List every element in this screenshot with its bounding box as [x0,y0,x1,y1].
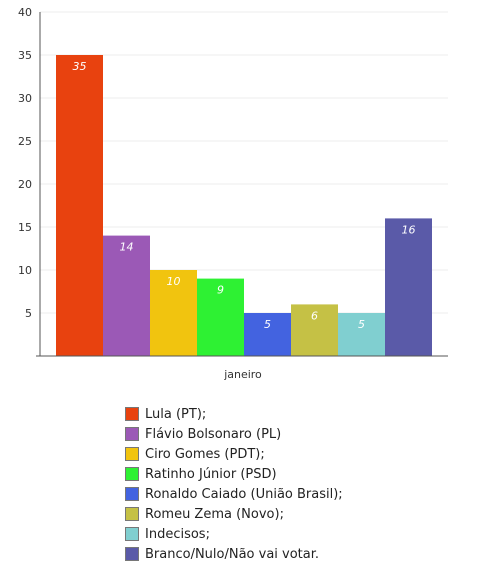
legend-swatch [125,547,139,561]
x-category-label: janeiro [223,368,262,381]
legend-label: Romeu Zema (Novo); [145,506,284,522]
bar [197,278,244,356]
bar-value-label: 14 [120,241,134,254]
bar-value-label: 35 [73,60,87,73]
bars: 35 14 10 9 5 6 5 16 [56,55,432,356]
bar [56,55,103,356]
bar-value-label: 16 [402,223,416,236]
legend-item: Ronaldo Caiado (União Brasil); [125,484,343,504]
y-tick-label: 30 [18,92,32,105]
axes [36,12,448,357]
legend-label: Lula (PT); [145,406,207,422]
legend-label: Branco/Nulo/Não vai votar. [145,546,320,562]
legend-swatch [125,467,139,481]
legend-swatch [125,527,139,541]
legend-item: Romeu Zema (Novo); [125,504,343,524]
y-tick-label: 15 [18,221,32,234]
bar [150,270,197,356]
bar [244,313,291,356]
legend-item: Indecisos; [125,524,343,544]
legend-item: Ciro Gomes (PDT); [125,444,343,464]
legend-swatch [125,407,139,421]
y-tick-label: 25 [18,135,32,148]
y-tick-label: 20 [18,178,32,191]
y-tick-label: 35 [18,49,32,62]
bar [338,313,385,356]
legend-swatch [125,427,139,441]
legend-label: Ronaldo Caiado (União Brasil); [145,486,343,502]
legend-label: Flávio Bolsonaro (PL) [145,426,282,442]
bar [385,218,432,356]
y-tick-label: 10 [18,264,32,277]
bar-value-label: 5 [358,318,365,331]
legend-item: Branco/Nulo/Não vai votar. [125,544,343,564]
legend-label: Indecisos; [145,526,210,542]
legend: Lula (PT); Flávio Bolsonaro (PL) Ciro Go… [125,404,343,564]
legend-swatch [125,447,139,461]
legend-label: Ciro Gomes (PDT); [145,446,265,462]
legend-item: Flávio Bolsonaro (PL) [125,424,343,444]
bar-value-label: 10 [167,275,181,288]
legend-swatch [125,507,139,521]
legend-label: Ratinho Júnior (PSD) [145,466,277,482]
bar-chart: 35 14 10 9 5 6 5 16 5 10 15 20 25 30 35 40 janeiro [18,6,448,381]
legend-swatch [125,487,139,501]
legend-item: Lula (PT); [125,404,343,424]
legend-item: Ratinho Júnior (PSD) [125,464,343,484]
bar [291,304,338,356]
bar-value-label: 6 [311,309,318,322]
bar-value-label: 5 [264,318,271,331]
bar [103,235,150,356]
y-tick-label: 5 [25,307,32,320]
bar-value-label: 9 [217,284,224,297]
y-tick-label: 40 [18,6,32,19]
y-tick-labels: 5 10 15 20 25 30 35 40 [18,6,32,320]
